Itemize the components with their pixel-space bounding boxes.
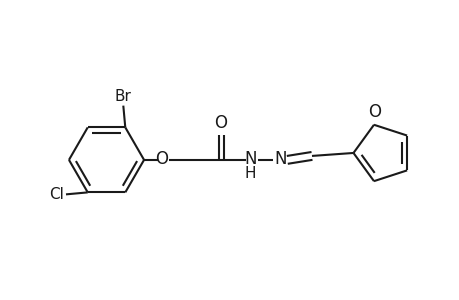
Text: O: O xyxy=(155,150,168,168)
Text: O: O xyxy=(214,114,227,132)
Text: N: N xyxy=(274,150,286,168)
Text: Cl: Cl xyxy=(49,187,64,202)
Text: N: N xyxy=(244,150,257,168)
Text: Br: Br xyxy=(115,89,131,104)
Text: O: O xyxy=(368,103,381,121)
Text: H: H xyxy=(245,166,256,181)
